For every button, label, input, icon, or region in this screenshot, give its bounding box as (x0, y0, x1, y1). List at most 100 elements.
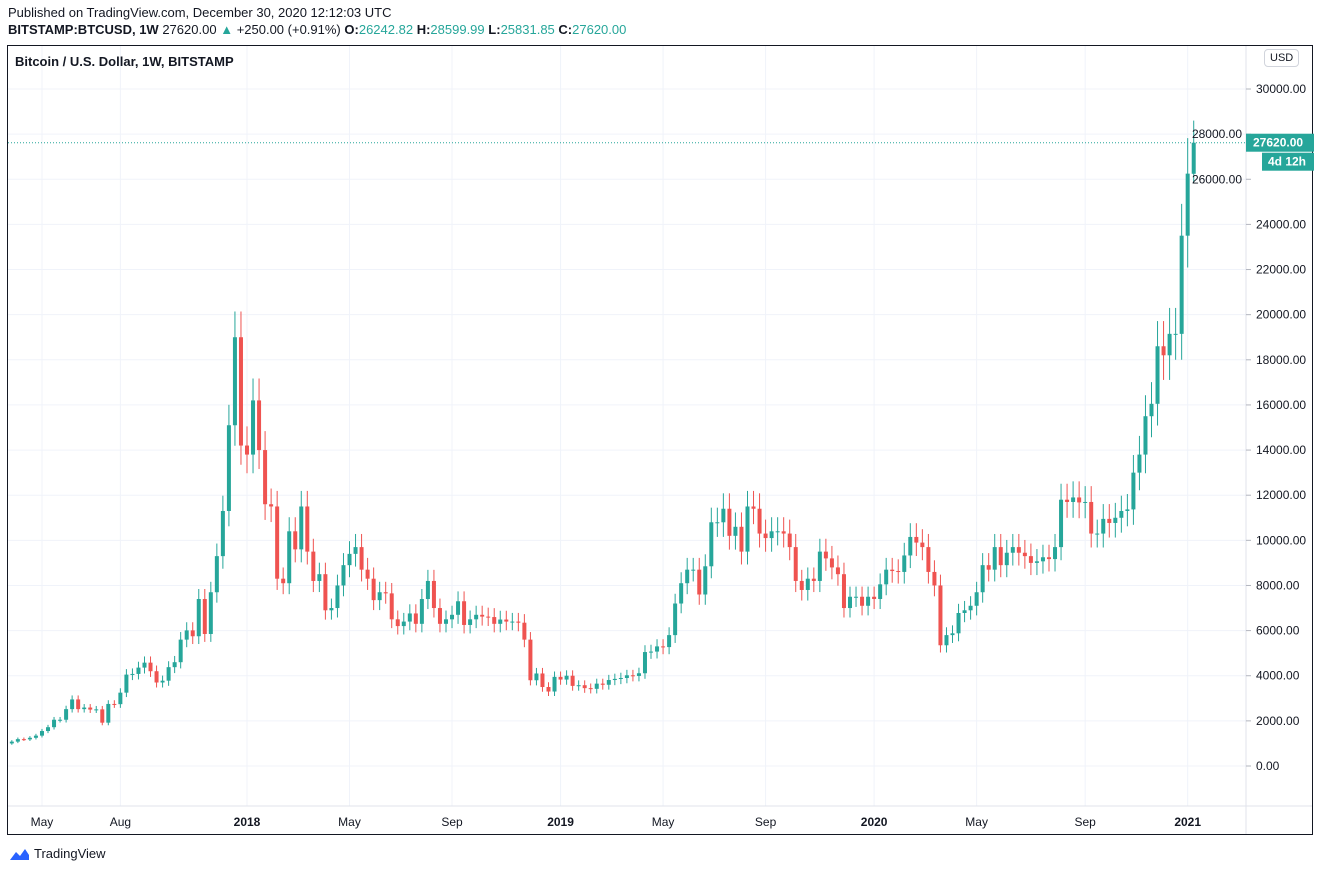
candle[interactable] (419, 588, 424, 633)
candle[interactable] (1077, 481, 1082, 519)
candle[interactable] (799, 569, 804, 601)
candle[interactable] (407, 604, 412, 631)
candle[interactable] (371, 567, 376, 611)
candle[interactable] (257, 378, 262, 470)
candle[interactable] (510, 612, 515, 631)
candle[interactable] (15, 737, 20, 744)
candle[interactable] (323, 562, 328, 620)
candle[interactable] (190, 622, 195, 645)
candle[interactable] (703, 554, 708, 605)
candle[interactable] (1016, 533, 1021, 566)
candle[interactable] (781, 517, 786, 548)
tradingview-logo[interactable]: TradingView (8, 846, 106, 861)
candle[interactable] (425, 569, 430, 610)
candle[interactable] (1040, 544, 1045, 574)
candle[interactable] (305, 490, 310, 565)
candle[interactable] (606, 674, 611, 690)
candle[interactable] (226, 404, 231, 527)
candle[interactable] (588, 683, 593, 694)
candle[interactable] (528, 632, 533, 686)
candle[interactable] (649, 644, 654, 659)
candle[interactable] (311, 538, 316, 593)
candle[interactable] (450, 605, 455, 629)
candle[interactable] (745, 490, 750, 565)
candle[interactable] (884, 557, 889, 596)
candle[interactable] (443, 610, 448, 633)
candle[interactable] (823, 538, 828, 571)
candle[interactable] (347, 541, 352, 578)
candle[interactable] (769, 517, 774, 552)
candle[interactable] (1004, 539, 1009, 578)
candle[interactable] (202, 588, 207, 642)
candle[interactable] (546, 682, 551, 696)
candle[interactable] (673, 593, 678, 643)
candle[interactable] (287, 517, 292, 595)
candle[interactable] (968, 596, 973, 620)
candle[interactable] (715, 507, 720, 537)
candle[interactable] (914, 523, 919, 556)
candle[interactable] (142, 656, 147, 674)
candle[interactable] (82, 704, 87, 713)
candle[interactable] (793, 533, 798, 593)
candle[interactable] (1028, 543, 1033, 576)
candle[interactable] (317, 562, 322, 593)
candle[interactable] (962, 600, 967, 623)
candle[interactable] (130, 668, 135, 681)
candle[interactable] (100, 705, 105, 726)
candle[interactable] (908, 523, 913, 569)
candle[interactable] (1022, 539, 1027, 569)
candle[interactable] (480, 605, 485, 626)
candle[interactable] (251, 378, 256, 474)
candle[interactable] (902, 542, 907, 584)
candle[interactable] (353, 533, 358, 567)
candle[interactable] (208, 581, 213, 642)
candle[interactable] (238, 311, 243, 465)
candle[interactable] (64, 705, 69, 723)
candle[interactable] (468, 610, 473, 634)
candle[interactable] (1131, 455, 1136, 525)
candle[interactable] (214, 543, 219, 603)
candle[interactable] (275, 490, 280, 590)
candle[interactable] (1071, 481, 1076, 518)
candle[interactable] (383, 581, 388, 604)
candle[interactable] (594, 678, 599, 694)
candle[interactable] (860, 586, 865, 616)
candle[interactable] (1053, 533, 1058, 572)
candle[interactable] (1167, 307, 1172, 380)
currency-button[interactable]: USD (1264, 49, 1300, 67)
candle[interactable] (1191, 120, 1196, 184)
candle[interactable] (504, 610, 509, 631)
candle[interactable] (58, 716, 63, 723)
candle[interactable] (166, 661, 171, 686)
candle[interactable] (299, 490, 304, 563)
candle[interactable] (106, 700, 111, 726)
candle[interactable] (805, 567, 810, 601)
candle[interactable] (196, 588, 201, 645)
candle[interactable] (890, 557, 895, 583)
candle[interactable] (377, 581, 382, 611)
candle[interactable] (787, 519, 792, 561)
candle[interactable] (612, 673, 617, 686)
candle[interactable] (46, 724, 51, 734)
candle[interactable] (986, 553, 991, 582)
candle[interactable] (341, 553, 346, 597)
candle[interactable] (1155, 321, 1160, 426)
candle[interactable] (516, 612, 521, 632)
candle[interactable] (1173, 307, 1178, 360)
candle[interactable] (1179, 203, 1184, 360)
candle[interactable] (124, 669, 129, 698)
candle[interactable] (624, 669, 629, 684)
candle[interactable] (293, 517, 298, 563)
candle[interactable] (27, 736, 32, 741)
candle[interactable] (630, 669, 635, 682)
candle[interactable] (1010, 533, 1015, 566)
candle[interactable] (1119, 495, 1124, 533)
candle[interactable] (1034, 549, 1039, 576)
candle[interactable] (685, 557, 690, 595)
candle[interactable] (522, 614, 527, 648)
candle[interactable] (39, 728, 44, 738)
candle[interactable] (926, 533, 931, 584)
candle[interactable] (552, 671, 557, 696)
candle[interactable] (938, 574, 943, 653)
candle[interactable] (70, 695, 75, 713)
